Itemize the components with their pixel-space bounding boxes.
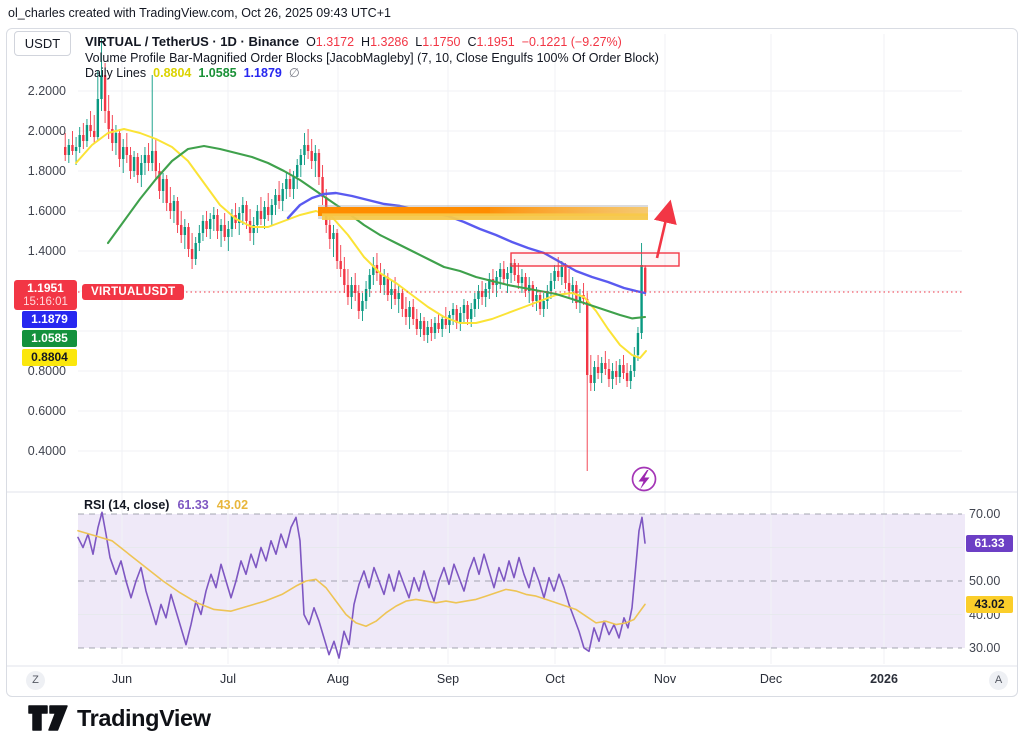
rsi-tick-label: 50.00 [969,574,1001,588]
daily-line-price-badge: 1.1879 [22,311,77,328]
time-axis-label[interactable]: Sep [436,672,460,686]
bar-countdown: 15:16:01 [23,296,68,308]
price-tick-label: 1.8000 [27,164,66,178]
daily-line-price-badge: 1.0585 [22,330,77,347]
symbol-price-tag: VIRTUALUSDT [82,284,185,300]
indicator-title: Volume Profile Bar-Magnified Order Block… [85,50,659,65]
daily-lines-empty-icon: ∅ [288,66,300,80]
ohlc-close: C1.1951 [467,35,515,49]
daily-line-price-badge: 0.8804 [22,349,77,366]
ohlc-high: H1.3286 [361,35,409,49]
currency-toggle-button[interactable]: USDT [14,31,71,56]
price-tick-label: 0.4000 [27,444,66,458]
time-axis-label[interactable]: Dec [759,672,783,686]
chart-frame [6,28,1018,697]
daily-line-value-yellow: 0.8804 [153,66,192,80]
ohlc-low: L1.1750 [415,35,461,49]
timeline-right-button[interactable]: A [989,671,1008,690]
time-axis-label[interactable]: Oct [545,672,565,686]
price-tick-label: 2.0000 [27,124,66,138]
rsi-value-badge: 61.33 [966,534,1013,552]
footer-branding: TradingView [28,702,211,734]
rsi-indicator-title: RSI (14, close) [84,498,170,512]
legend-daily-lines-row[interactable]: Daily Lines 0.8804 1.0585 1.1879 ∅ [85,66,659,82]
tradingview-logo-icon [28,705,68,731]
price-tick-label: 2.2000 [27,84,66,98]
rsi-tick-label: 30.00 [969,641,1001,655]
ohlc-open: O1.3172 [306,35,355,49]
time-axis-label[interactable]: Jun [111,672,133,686]
price-tick-label: 1.6000 [27,204,66,218]
time-axis-label[interactable]: Nov [653,672,677,686]
time-axis-label[interactable]: 2026 [870,672,898,686]
daily-line-value-blue: 1.1879 [243,66,282,80]
timeline-left-button[interactable]: Z [26,671,45,690]
rsi-legend[interactable]: RSI (14, close) 61.33 43.02 [84,498,248,512]
legend-indicator-row[interactable]: Volume Profile Bar-Magnified Order Block… [85,51,659,67]
price-tick-label: 0.6000 [27,404,66,418]
current-price-badge: 1.1951 15:16:01 [14,280,77,310]
change-value: −0.1221 (−9.27%) [521,35,622,49]
time-axis-label[interactable]: Aug [326,672,350,686]
daily-line-value-green: 1.0585 [198,66,237,80]
symbol-title: VIRTUAL / TetherUS · 1D · Binance [85,34,300,49]
price-tick-label: 1.4000 [27,244,66,258]
daily-lines-label: Daily Lines [85,66,147,80]
price-tick-label: 0.8000 [27,364,66,378]
chart-legend: VIRTUAL / TetherUS · 1D · Binance O1.317… [85,34,659,82]
current-price-value: 1.1951 [27,281,64,295]
rsi-value-badge: 43.02 [966,595,1013,613]
attribution-text: ol_charles created with TradingView.com,… [8,6,391,20]
rsi-value: 61.33 [177,498,209,512]
rsi-ma-value: 43.02 [216,498,249,512]
time-axis-label[interactable]: Jul [220,672,236,686]
tradingview-wordmark: TradingView [77,704,211,731]
legend-symbol-row[interactable]: VIRTUAL / TetherUS · 1D · Binance O1.317… [85,34,659,51]
rsi-tick-label: 70.00 [969,507,1001,521]
